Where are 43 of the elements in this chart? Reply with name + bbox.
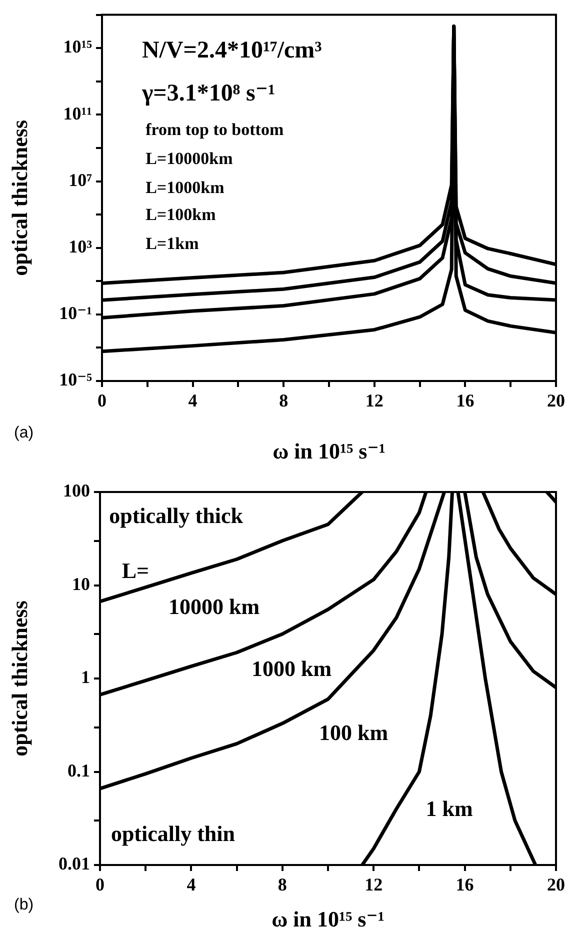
y-tick-label: 100 — [63, 480, 90, 501]
x-tick-label: 0 — [98, 390, 106, 410]
x-tick-label: 0 — [96, 874, 104, 894]
x-tick-label: 8 — [279, 390, 288, 410]
annotation: from top to bottom — [146, 120, 284, 139]
text: (a) — [14, 424, 34, 442]
x-tick-label: 16 — [456, 390, 474, 410]
y-tick-label: 0.01 — [58, 854, 90, 874]
y-tick-label: 1 — [81, 667, 90, 688]
x-axis-title: ω in 10¹⁵ s⁻¹ — [272, 438, 386, 464]
y-axis-title: optical thickness — [6, 600, 32, 756]
annotation: 10000 km — [168, 594, 260, 620]
y-tick-label: 10¹¹ — [63, 103, 92, 124]
x-tick-label: 16 — [456, 874, 474, 894]
x-tick-label: 20 — [547, 874, 565, 894]
y-tick-label: 10⁻¹ — [59, 303, 92, 324]
annotation: L=1km — [146, 234, 199, 253]
x-tick-label: 12 — [364, 874, 383, 894]
text: (b) — [14, 896, 34, 914]
annotation: L=100km — [146, 204, 216, 224]
annotation: 1000 km — [251, 656, 332, 681]
y-tick-label: 10 — [72, 574, 90, 594]
x-tick-label: 4 — [188, 390, 198, 410]
annotation: 100 km — [319, 720, 388, 745]
annotation: γ=3.1*10⁸ s⁻¹ — [140, 80, 276, 106]
y-tick-label: 0.1 — [68, 760, 90, 780]
y-tick-label: 10¹⁵ — [63, 36, 93, 57]
x-tick-label: 8 — [278, 874, 287, 894]
x-tick-label: 12 — [365, 390, 384, 410]
annotation: L=10000km — [146, 148, 233, 168]
x-axis-title: ω in 10¹⁵ s⁻¹ — [272, 906, 384, 932]
annotation: L= — [122, 558, 150, 583]
y-tick-label: 10³ — [68, 236, 93, 256]
y-axis-title: optical thickness — [6, 120, 32, 276]
annotation: optically thin — [110, 820, 236, 846]
annotation: N/V=2.4*10¹⁷/cm³ — [142, 38, 322, 64]
annotation: 1 km — [426, 796, 473, 822]
annotation: L=1000km — [146, 178, 224, 197]
x-tick-label: 4 — [186, 874, 196, 894]
y-tick-label: 10⁻⁵ — [59, 370, 93, 390]
y-tick-label: 10⁷ — [68, 170, 93, 190]
annotation: optically thick — [109, 503, 244, 528]
x-tick-label: 20 — [547, 390, 565, 410]
